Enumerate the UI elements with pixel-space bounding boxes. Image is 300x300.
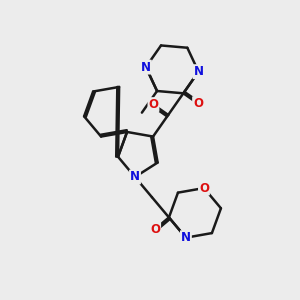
- Text: N: N: [194, 65, 203, 78]
- Text: N: N: [181, 231, 191, 244]
- Text: N: N: [141, 61, 151, 74]
- Text: O: O: [150, 223, 160, 236]
- Text: O: O: [193, 97, 203, 110]
- Text: O: O: [148, 98, 158, 111]
- Text: N: N: [130, 170, 140, 184]
- Text: O: O: [199, 182, 209, 195]
